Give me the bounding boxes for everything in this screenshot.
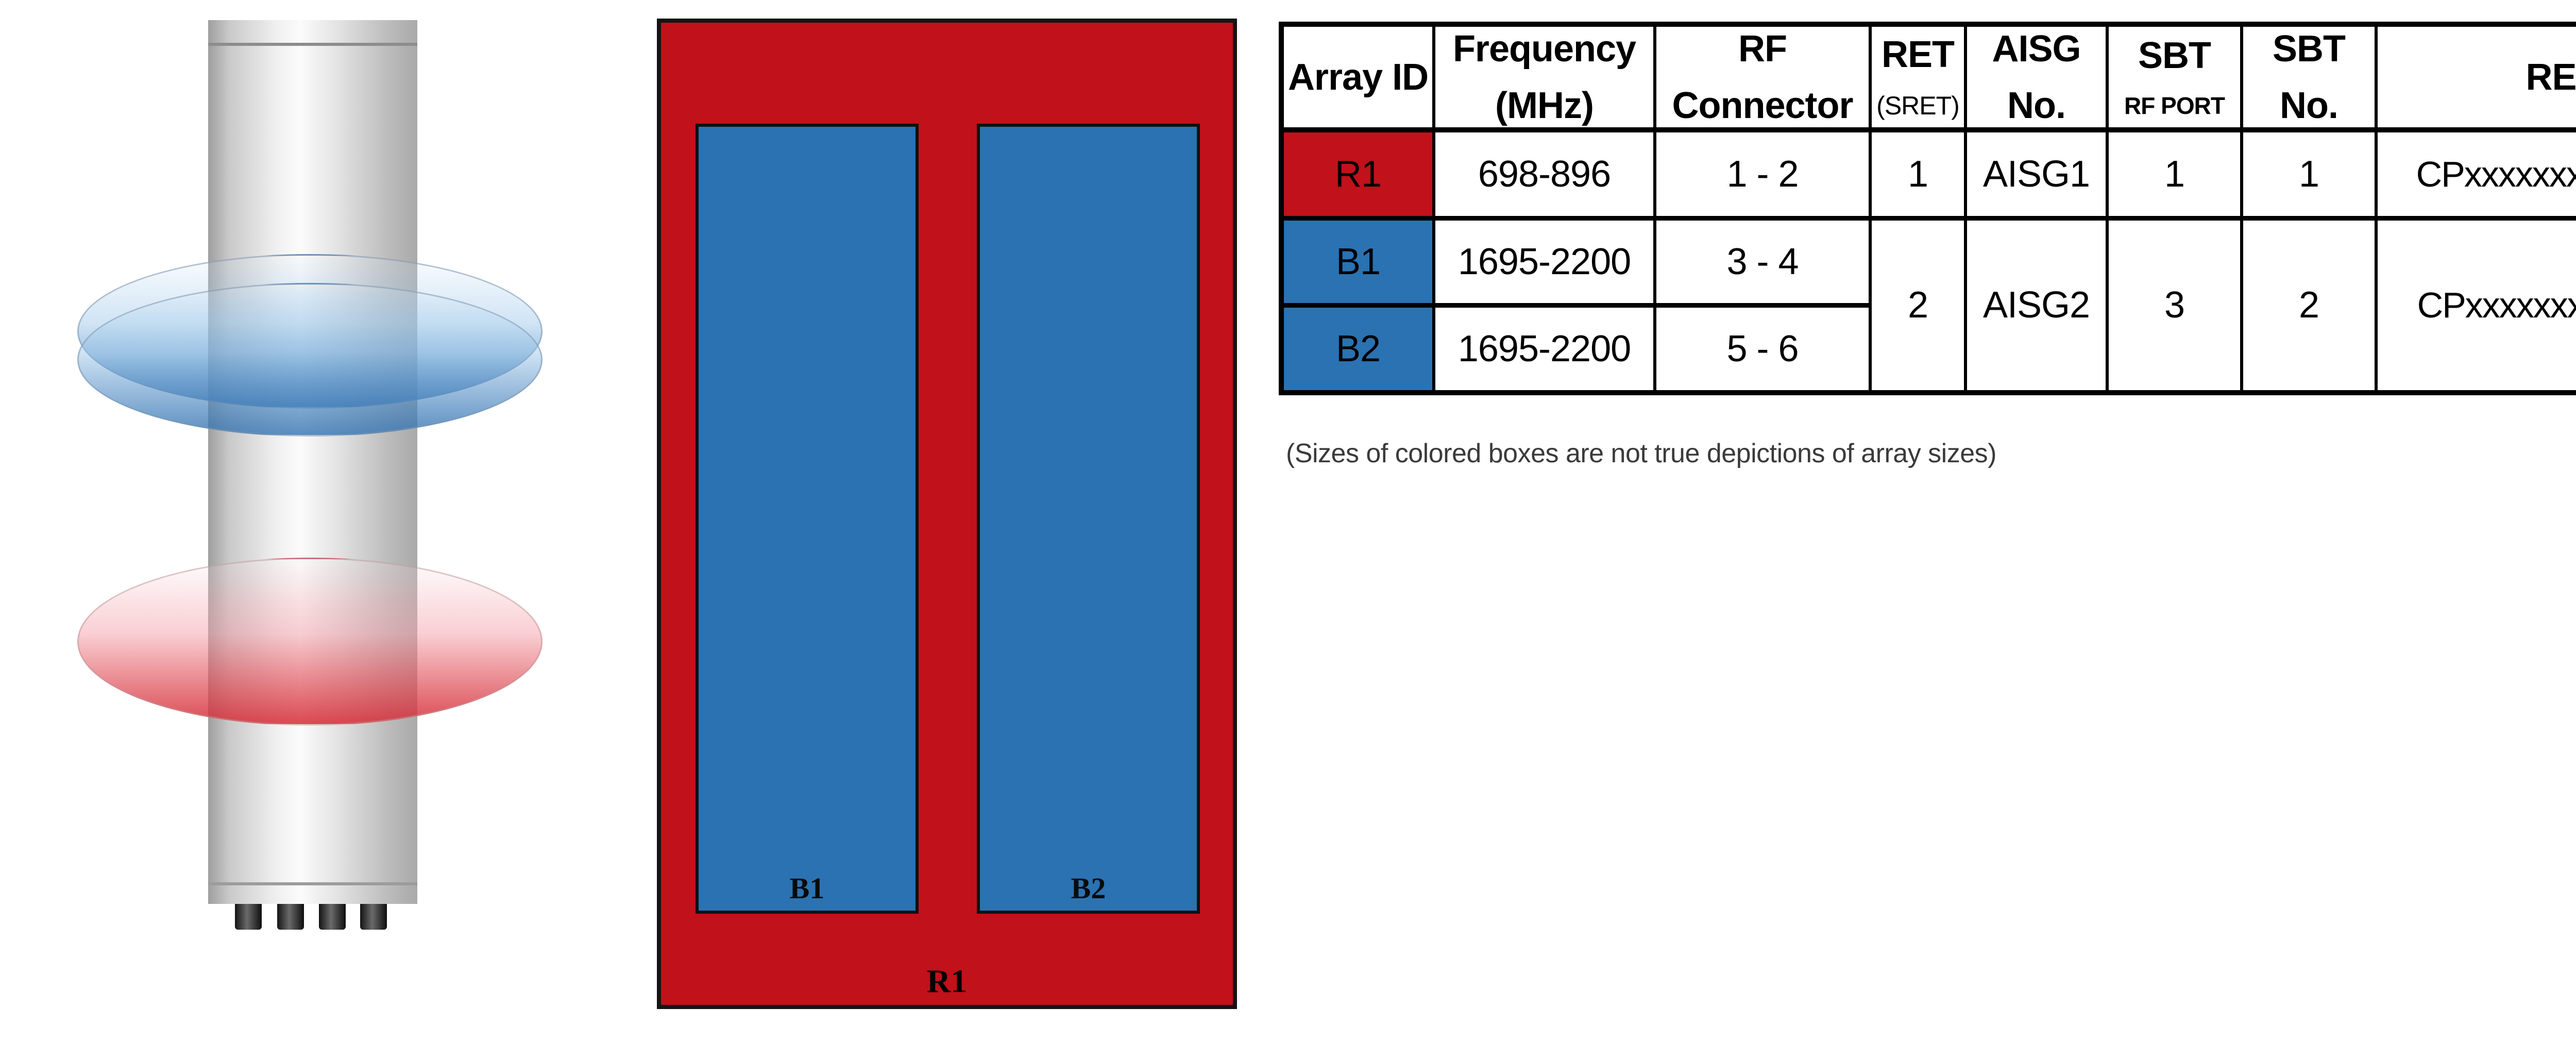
- header-label: AISG: [1992, 28, 2081, 70]
- antenna-connector-pin: [360, 904, 387, 930]
- table-header-row: Array ID Frequency (MHz) RF Connector RE…: [1280, 23, 2576, 132]
- array-config-table: Array ID Frequency (MHz) RF Connector RE…: [1279, 22, 2576, 395]
- header-label: RF: [1738, 28, 1787, 70]
- cell-sbt-rf-port-b1-b2: 3: [2106, 215, 2243, 395]
- size-disclaimer-note: (Sizes of colored boxes are not true dep…: [1286, 439, 1996, 468]
- cell-aisg-no-r1: AISG1: [1964, 127, 2109, 221]
- cell-sbt-no-r1: 1: [2240, 127, 2378, 221]
- col-header-ret-uid: RET UID: [2375, 23, 2576, 132]
- header-sublabel: (SRET): [1876, 91, 1960, 120]
- table-row-r1: R1 698-896 1 - 2 1 AISG1 1 1 CPxxxxxxxxx…: [1280, 127, 2576, 221]
- col-header-ret-sret: RET (SRET): [1869, 23, 1967, 132]
- array-box-b1-label: B1: [789, 871, 825, 905]
- array-box-b2: B2: [977, 124, 1200, 914]
- col-header-aisg-no: AISG No.: [1964, 23, 2109, 132]
- cell-array-id-r1: R1: [1280, 127, 1435, 221]
- header-label: Frequency: [1452, 28, 1636, 70]
- cell-ret-uid-b1-b2: CPxxxxxxxxxxxxxxxxB1: [2375, 215, 2576, 395]
- antenna-illustration: [0, 0, 644, 1041]
- antenna-connector-pin: [235, 904, 262, 930]
- header-label: No.: [2007, 85, 2066, 126]
- antenna-connector-pin: [277, 904, 304, 930]
- col-header-rf-connector: RF Connector: [1653, 23, 1872, 132]
- header-label: Array ID: [1287, 56, 1429, 98]
- col-header-sbt-rf-port: SBT RF PORT: [2106, 23, 2243, 132]
- header-label: SBT: [2273, 28, 2346, 70]
- cell-frequency-b2: 1695-2200: [1432, 303, 1656, 395]
- col-header-frequency: Frequency (MHz): [1432, 23, 1656, 132]
- header-label: (MHz): [1495, 85, 1594, 126]
- col-header-array-id: Array ID: [1280, 23, 1435, 132]
- cylinder-bottom-seam: [208, 882, 417, 885]
- red-beam-ellipse-icon: [77, 558, 543, 726]
- blue-beam-ellipse-icon: [77, 283, 543, 436]
- col-header-sbt-no: SBT No.: [2240, 23, 2378, 132]
- table-row-b1: B1 1695-2200 3 - 4 2 AISG2 3 2 CPxxxxxxx…: [1280, 215, 2576, 395]
- antenna-connector-pin: [319, 904, 346, 930]
- cell-aisg-no-b1-b2: AISG2: [1964, 215, 2109, 395]
- cell-frequency-b1: 1695-2200: [1432, 215, 1656, 308]
- array-layout-box-r1: B1 B2 R1: [657, 19, 1237, 1009]
- header-label: Connector: [1672, 85, 1854, 126]
- cell-frequency-r1: 698-896: [1432, 127, 1656, 221]
- header-label: SBT: [2138, 35, 2211, 76]
- antenna-cylinder-icon: [208, 20, 417, 904]
- cell-sbt-rf-port-r1: 1: [2106, 127, 2243, 221]
- cylinder-top-seam: [208, 43, 417, 46]
- table-row-b2: B2 1695-2200 5 - 6: [1280, 303, 2576, 395]
- cell-ret-b1-b2: 2: [1869, 215, 1967, 395]
- header-label: RET: [1882, 33, 1955, 75]
- cell-array-id-b2: B2: [1280, 303, 1435, 395]
- header-label: RET UID: [2526, 56, 2576, 98]
- cell-rf-connector-r1: 1 - 2: [1653, 127, 1872, 221]
- cell-ret-uid-r1: CPxxxxxxxxxxxxxxxxR1: [2375, 127, 2576, 221]
- cell-rf-connector-b1: 3 - 4: [1653, 215, 1872, 308]
- header-sublabel: RF PORT: [2124, 92, 2225, 119]
- cell-array-id-b1: B1: [1280, 215, 1435, 308]
- array-box-r1-label: R1: [926, 963, 968, 999]
- array-box-b2-label: B2: [1071, 871, 1106, 905]
- cell-rf-connector-b2: 5 - 6: [1653, 303, 1872, 395]
- header-label: No.: [2280, 85, 2338, 126]
- cell-ret-r1: 1: [1869, 127, 1967, 221]
- cell-sbt-no-b1-b2: 2: [2240, 215, 2378, 395]
- array-box-b1: B1: [696, 124, 919, 914]
